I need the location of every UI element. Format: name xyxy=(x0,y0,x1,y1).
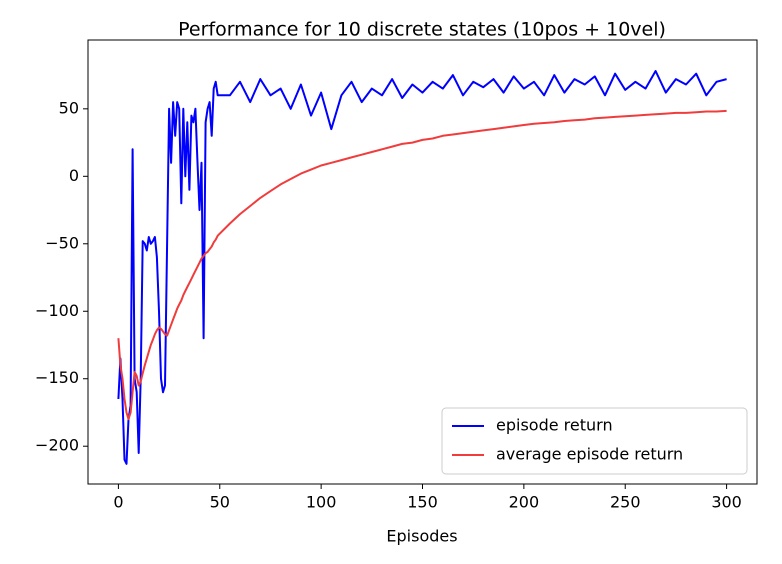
y-tick-label: 0 xyxy=(69,166,79,185)
x-tick-label: 200 xyxy=(509,493,540,512)
x-tick-label: 300 xyxy=(711,493,742,512)
x-tick-label: 150 xyxy=(407,493,438,512)
y-tick-label: 50 xyxy=(59,98,79,117)
legend-label: average episode return xyxy=(496,445,683,464)
legend-box xyxy=(441,407,748,475)
x-axis-label: Episodes xyxy=(386,527,457,546)
series-line xyxy=(117,70,727,465)
x-tick-label: 50 xyxy=(210,493,230,512)
y-tick-label: −50 xyxy=(45,233,79,252)
y-tick-label: −150 xyxy=(35,368,79,387)
x-tick-label: 0 xyxy=(113,493,123,512)
y-tick-label: −200 xyxy=(35,436,79,455)
legend-label: episode return xyxy=(496,416,613,435)
series-line xyxy=(117,109,727,421)
y-tick-label: −100 xyxy=(35,301,79,320)
chart-title: Performance for 10 discrete states (10po… xyxy=(178,19,666,41)
x-tick-label: 250 xyxy=(610,493,641,512)
x-tick-label: 100 xyxy=(306,493,337,512)
plot-frame xyxy=(87,39,758,485)
